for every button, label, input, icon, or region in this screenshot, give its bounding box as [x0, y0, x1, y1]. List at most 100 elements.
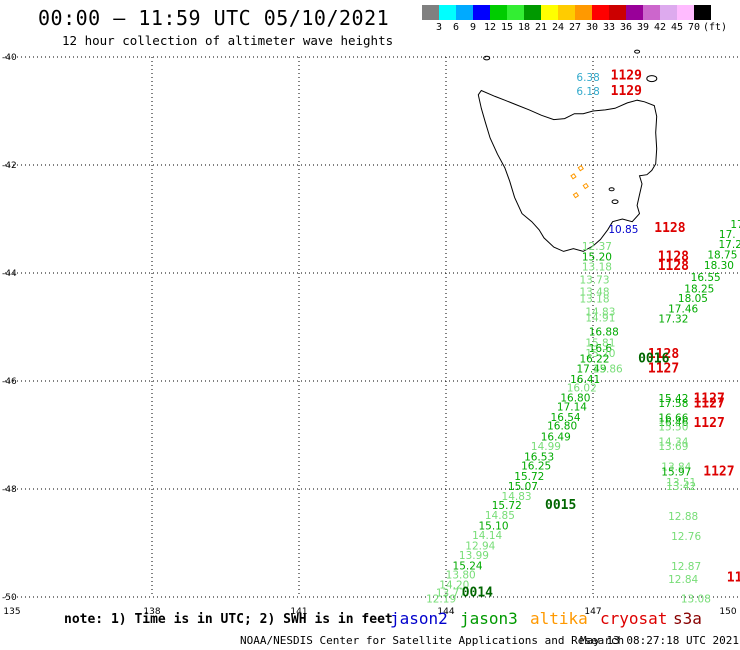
colorbar-labels: 3 6 9 12 15 18 21 24 27 30 33 36 39 42 45 70 (ft): [422, 22, 740, 34]
wave-height-value: 13.42: [666, 481, 696, 493]
colorbar-swatch: [677, 5, 694, 20]
wave-height-value: 16.80: [547, 421, 577, 433]
wave-height-value: 16.55: [691, 272, 721, 284]
wave-height-value: 16.54: [551, 412, 581, 424]
wave-height-value: 15.81: [585, 337, 615, 349]
wave-height-value: 13.51: [666, 477, 696, 489]
pass-time-label: 0016: [638, 352, 669, 367]
wave-height-value: 16.25: [521, 461, 551, 473]
colorbar-swatch: [473, 5, 490, 20]
wave-height-value: 15.97: [661, 467, 691, 479]
colorbar-label: 9: [469, 22, 477, 33]
wave-height-value: 15.10: [478, 521, 508, 533]
wave-height-value: 17.: [719, 229, 736, 241]
wave-height-value: 17.14: [557, 402, 587, 414]
wave-height-value: 15.24: [453, 560, 483, 572]
lake-outline: [572, 192, 580, 199]
wave-height-value: 6.18: [576, 86, 599, 98]
x-tick-label: 141: [290, 607, 307, 617]
wave-height-value: 13.80: [446, 570, 476, 582]
colorbar: [422, 5, 711, 20]
wave-height-value: 12.88: [668, 511, 698, 523]
wave-height-value: 12.84: [668, 574, 698, 586]
wave-height-value: 15.50: [658, 422, 688, 434]
wave-height-value: 13.73: [579, 274, 609, 286]
x-tick-label: 144: [437, 607, 454, 617]
credit-line: NOAA/NESDIS Center for Satellite Applica…: [240, 634, 625, 647]
colorbar-swatch: [439, 5, 456, 20]
island-outline: [608, 187, 615, 192]
colorbar-swatch: [507, 5, 524, 20]
wave-height-value: 10.85: [608, 224, 638, 236]
wave-height-value: 13.77: [436, 587, 466, 599]
colorbar-label: 33: [602, 22, 616, 33]
x-tick-label: 138: [143, 607, 160, 617]
wave-height-value: 14.91: [585, 313, 615, 325]
colorbar-label: 21: [534, 22, 548, 33]
wave-height-value: 13.18: [582, 261, 612, 273]
pass-time-label: 1129: [611, 69, 642, 84]
colorbar-swatch: [643, 5, 660, 20]
wave-height-value: 14.14: [472, 530, 502, 542]
pass-time-label: 1129: [611, 84, 642, 99]
wave-height-value: 15.86: [593, 363, 623, 375]
colorbar-label: 42: [653, 22, 667, 33]
wave-height-value: 13.84: [661, 462, 691, 474]
pass-time-label: 0014: [462, 585, 493, 600]
colorbar-swatch: [524, 5, 541, 20]
colorbar-swatch: [558, 5, 575, 20]
tasmania-land: [477, 49, 658, 252]
y-tick-label: -44: [2, 269, 17, 279]
legend-s3a: s3a: [673, 609, 702, 628]
wave-height-value: 12.37: [582, 241, 612, 253]
wave-height-points: 6.386.1810.8512.3715.2013.1813.7313.4813…: [426, 72, 740, 606]
legend-altika: altika: [530, 609, 588, 628]
wave-height-value: 16.46: [658, 417, 688, 429]
wave-height-value: 16.88: [589, 327, 619, 339]
pass-time-label: 1128: [658, 259, 689, 274]
wave-height-value: 14.99: [531, 441, 561, 453]
wave-height-value: 15.20: [582, 252, 612, 264]
wave-height-value: 17.46: [668, 303, 698, 315]
colorbar-swatch: [575, 5, 592, 20]
legend-jason3: jason3: [460, 609, 518, 628]
colorbar-label: 6: [452, 22, 460, 33]
colorbar-label: 39: [636, 22, 650, 33]
pass-time-label: 0015: [545, 498, 576, 513]
x-tick-label: 150: [719, 607, 736, 617]
lake-outline: [577, 165, 584, 172]
colorbar-label: (ft): [702, 22, 728, 33]
wave-height-value: 16.66: [658, 413, 688, 425]
wave-height-value: 13.69: [658, 441, 688, 453]
wave-height-value: 15.07: [508, 481, 538, 493]
colorbar-swatch: [694, 5, 711, 20]
wave-height-value: 14.20: [439, 579, 469, 591]
y-tick-label: -48: [2, 485, 17, 495]
x-tick-label: 147: [584, 607, 601, 617]
wave-height-value: 17: [730, 219, 740, 231]
colorbar-label: 3: [435, 22, 443, 33]
wave-height-value: 6.38: [576, 72, 599, 84]
y-tick-label: -46: [2, 377, 17, 387]
legend-cryosat: cryosat: [600, 609, 668, 628]
colorbar-label: 36: [619, 22, 633, 33]
pass-time-label: 1127: [648, 361, 679, 376]
wave-height-value: 15.72: [492, 500, 522, 512]
wave-height-value: 17.32: [658, 314, 688, 326]
legend-jason2: jason2: [390, 609, 448, 628]
wave-height-value: 14.34: [658, 436, 688, 448]
map-title: 00:00 — 11:59 UTC 05/10/2021: [38, 6, 390, 30]
colorbar-swatch: [660, 5, 677, 20]
colorbar-label: 45: [670, 22, 684, 33]
pass-time-labels: 1129112911281128112811281127001611271127…: [462, 69, 740, 601]
wave-height-value: 16.80: [560, 393, 590, 405]
wave-height-value: 18.25: [684, 283, 714, 295]
wave-height-value: 18.30: [704, 260, 734, 272]
y-tick-label: -50: [2, 593, 17, 603]
island-outline: [634, 49, 641, 54]
wave-height-value: 17.49: [576, 363, 606, 375]
colorbar-swatch: [456, 5, 473, 20]
pass-time-label: 1128: [658, 250, 689, 265]
tasmania-outline: [477, 89, 658, 252]
wave-height-value: 16.02: [567, 382, 597, 394]
